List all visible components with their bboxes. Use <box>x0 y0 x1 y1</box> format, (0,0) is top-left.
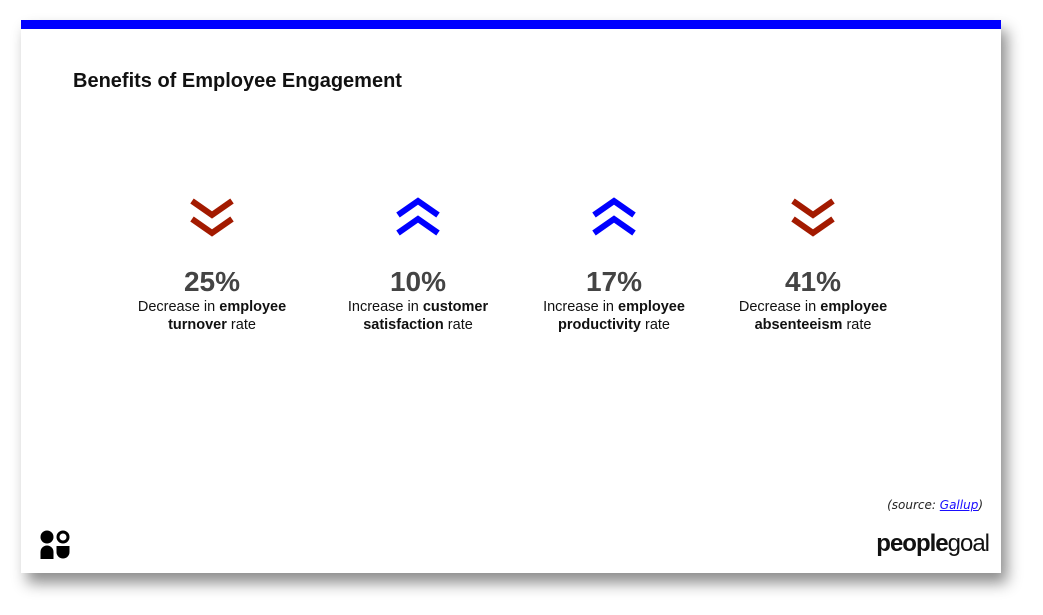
desc-bold: customer <box>422 299 489 315</box>
desc-text: Decrease in <box>137 299 220 315</box>
stat-value: 25% <box>183 266 241 297</box>
stat-description: Increase in customer satisfaction rate <box>318 298 518 334</box>
source-suffix: ) <box>978 498 983 512</box>
stat-card: 41% Decrease in employee absenteeism rate <box>713 196 913 334</box>
desc-bold: satisfaction <box>363 317 444 333</box>
desc-text: Increase in <box>543 299 619 315</box>
wordmark-people: people <box>876 530 948 557</box>
stat-description: Decrease in employee absenteeism rate <box>713 298 913 334</box>
stat-card: 25% Decrease in employee turnover rate <box>112 196 312 334</box>
double-chevron-down-icon <box>791 198 835 237</box>
source-link[interactable]: Gallup <box>939 498 979 512</box>
source-prefix: (source: <box>887 498 940 512</box>
stat-value: 41% <box>784 266 842 297</box>
stat-card: 17% Increase in employee productivity rat… <box>514 196 714 334</box>
desc-text: Increase in <box>347 299 423 315</box>
double-chevron-up-icon <box>396 197 440 236</box>
desc-text: Decrease in <box>738 299 821 315</box>
desc-bold: productivity <box>558 317 641 333</box>
desc-text: rate <box>443 317 473 333</box>
desc-bold: absenteeism <box>754 317 843 333</box>
desc-text: rate <box>640 317 670 333</box>
desc-text: rate <box>842 317 872 333</box>
accent-bar <box>21 20 1001 29</box>
stat-description: Decrease in employee turnover rate <box>112 298 312 334</box>
stat-description: Increase in employee productivity rate <box>514 298 714 334</box>
desc-bold: employee <box>219 299 287 315</box>
stat-card: 10% Increase in customer satisfaction rat… <box>318 196 518 334</box>
desc-bold: employee <box>820 299 888 315</box>
stat-value: 17% <box>585 266 643 297</box>
peoplegoal-wordmark: peoplegoal <box>876 530 990 558</box>
slide-title: Benefits of Employee Engagement <box>73 70 402 92</box>
peoplegoal-logo-icon <box>40 530 72 565</box>
source-note: (source: Gallup) <box>887 498 983 512</box>
desc-text: rate <box>226 317 256 333</box>
double-chevron-down-icon <box>190 198 234 237</box>
desc-bold: employee <box>618 299 685 315</box>
double-chevron-up-icon <box>592 197 636 236</box>
desc-bold: turnover <box>168 317 227 333</box>
slide: Benefits of Employee Engagement 25% Decr… <box>21 20 1001 573</box>
wordmark-goal: goal <box>947 530 990 557</box>
stat-value: 10% <box>389 266 447 297</box>
